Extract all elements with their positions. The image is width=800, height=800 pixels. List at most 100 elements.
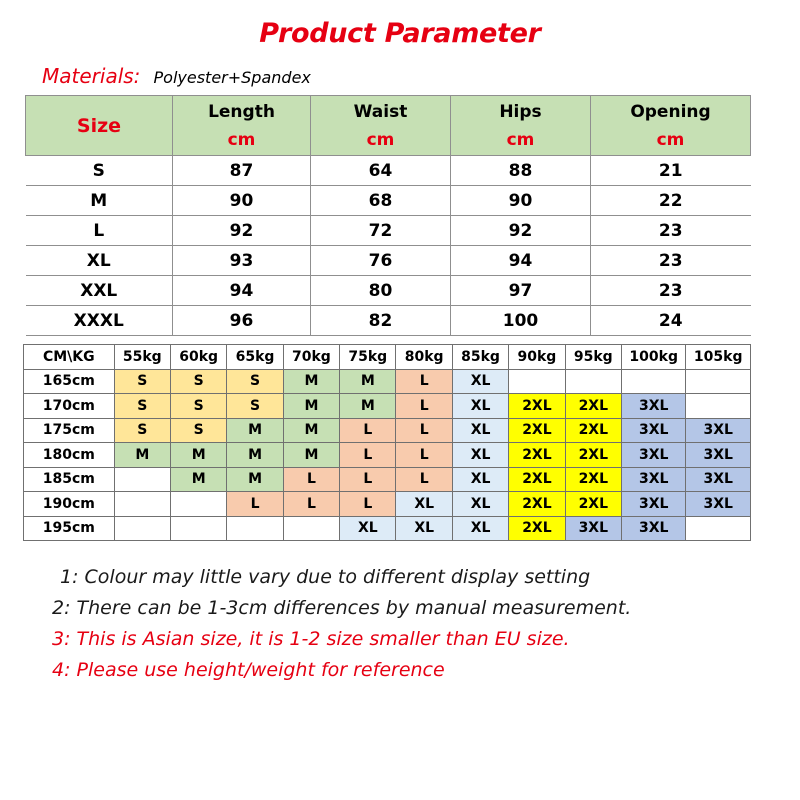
size-recommendation-cell — [685, 368, 751, 394]
measurement-cell: 90 — [450, 185, 591, 216]
height-row: 165cm S S S M M L XL — [23, 368, 751, 394]
measurement-cell: 92 — [450, 215, 591, 246]
size-recommendation-cell: M — [226, 417, 284, 443]
measurement-cell: 68 — [310, 185, 451, 216]
size-cell: XXXL — [25, 305, 173, 336]
size-recommendation-cell — [113, 466, 171, 492]
measurement-cell: 72 — [310, 215, 451, 246]
notes-list: 1: Colour may little vary due to differe… — [52, 562, 772, 686]
size-recommendation-cell: M — [339, 368, 397, 394]
size-recommendation-cell: L — [282, 466, 341, 492]
measurement-cell: 24 — [590, 305, 751, 336]
size-recommendation-cell: 2XL — [564, 417, 622, 443]
size-cell: XL — [25, 245, 173, 276]
page-title: Product Parameter — [259, 18, 541, 49]
size-recommendation-cell: XL — [451, 417, 510, 443]
size-recommendation-cell: M — [282, 442, 341, 468]
size-recommendation-cell: 3XL — [685, 417, 751, 443]
size-recommendation-cell: 2XL — [508, 393, 566, 419]
size-recommendation-cell: 3XL — [620, 417, 687, 443]
size-recommendation-cell: M — [226, 442, 284, 468]
column-name: Hips — [499, 101, 542, 122]
size-recommendation-cell: S — [169, 417, 228, 443]
weight-header: 100kg — [620, 344, 687, 370]
size-recommendation-cell: 3XL — [564, 515, 622, 541]
size-recommendation-cell: 3XL — [620, 393, 687, 419]
size-recommendation-cell: S — [226, 368, 284, 394]
params-row: XXL 94 80 97 23 — [25, 275, 751, 306]
height-label: 170cm — [23, 393, 115, 419]
weight-header: 85kg — [451, 344, 510, 370]
measurement-cell: 21 — [590, 155, 751, 186]
size-recommendation-cell: XL — [395, 515, 453, 541]
measurement-cell: 87 — [172, 155, 311, 186]
size-recommendation-cell: M — [226, 466, 284, 492]
size-chart-header-row: CM\KG 55kg 60kg 65kg 70kg 75kg 80kg 85kg 90kg 95k… — [23, 344, 751, 370]
hips-header: Hips cm — [450, 95, 591, 156]
size-cell: XXL — [25, 275, 173, 306]
size-cell: L — [25, 215, 173, 246]
size-recommendation-cell: M — [169, 442, 228, 468]
opening-header: Opening cm — [590, 95, 751, 156]
size-recommendation-cell: L — [395, 393, 453, 419]
size-recommendation-cell — [226, 515, 284, 541]
size-recommendation-cell: 3XL — [620, 491, 687, 517]
size-recommendation-cell — [113, 491, 171, 517]
measurement-cell: 22 — [590, 185, 751, 216]
note-line: 2: There can be 1-3cm differences by man… — [52, 597, 632, 619]
size-recommendation-cell: XL — [339, 515, 397, 541]
height-label: 165cm — [23, 368, 115, 394]
size-recommendation-cell: 3XL — [620, 466, 687, 492]
size-recommendation-cell — [508, 368, 566, 394]
measurement-cell: 94 — [172, 275, 311, 306]
size-recommendation-cell: S — [226, 393, 284, 419]
measurement-cell: 96 — [172, 305, 311, 336]
size-recommendation-cell — [685, 393, 751, 419]
size-recommendation-cell: L — [339, 491, 397, 517]
size-recommendation-cell: 3XL — [620, 442, 687, 468]
weight-header: 55kg — [113, 344, 171, 370]
size-header: Size — [25, 95, 173, 156]
height-row: 170cm S S S M M L XL 2XL 2XL 3XL — [23, 393, 751, 419]
measurement-cell: 97 — [450, 275, 591, 306]
weight-header: 105kg — [685, 344, 751, 370]
measurement-cell: 64 — [310, 155, 451, 186]
note-line: 4: Please use height/weight for referenc… — [52, 659, 445, 681]
materials-value: Polyester+Spandex — [153, 68, 311, 87]
measurement-cell: 100 — [450, 305, 591, 336]
size-recommendation-cell: 2XL — [508, 515, 566, 541]
params-row: XL 93 76 94 23 — [25, 245, 751, 276]
measurement-cell: 93 — [172, 245, 311, 276]
size-recommendation-cell — [169, 515, 228, 541]
size-recommendation-cell: L — [339, 417, 397, 443]
measurement-cell: 82 — [310, 305, 451, 336]
size-recommendation-cell: L — [395, 466, 453, 492]
size-recommendation-cell: 2XL — [508, 491, 566, 517]
product-parameter-table: Size Length cm Waist cm Hips cm Opening … — [25, 95, 751, 336]
height-row: 180cm M M M M L L XL 2XL 2XL 3XL 3XL — [23, 442, 751, 468]
size-recommendation-cell: L — [339, 466, 397, 492]
size-recommendation-cell: 2XL — [508, 442, 566, 468]
size-recommendation-cell: M — [282, 393, 341, 419]
measurement-cell: 76 — [310, 245, 451, 276]
column-unit: cm — [506, 129, 535, 150]
size-recommendation-cell: XL — [451, 466, 510, 492]
length-header: Length cm — [172, 95, 311, 156]
size-recommendation-cell: XL — [395, 491, 453, 517]
size-recommendation-cell — [169, 491, 228, 517]
size-recommendation-cell: XL — [451, 515, 510, 541]
size-recommendation-cell: S — [113, 393, 171, 419]
size-recommendation-cell — [685, 515, 751, 541]
size-recommendation-cell: L — [395, 417, 453, 443]
waist-header: Waist cm — [310, 95, 451, 156]
size-recommendation-cell — [564, 368, 622, 394]
size-recommendation-cell: M — [169, 466, 228, 492]
column-unit: cm — [656, 129, 685, 150]
size-recommendation-cell: 3XL — [685, 466, 751, 492]
size-recommendation-cell: 2XL — [564, 393, 622, 419]
size-recommendation-cell: L — [395, 368, 453, 394]
size-recommendation-cell: 2XL — [508, 417, 566, 443]
column-name: Length — [208, 101, 275, 122]
measurement-cell: 23 — [590, 275, 751, 306]
size-recommendation-cell: M — [282, 368, 341, 394]
